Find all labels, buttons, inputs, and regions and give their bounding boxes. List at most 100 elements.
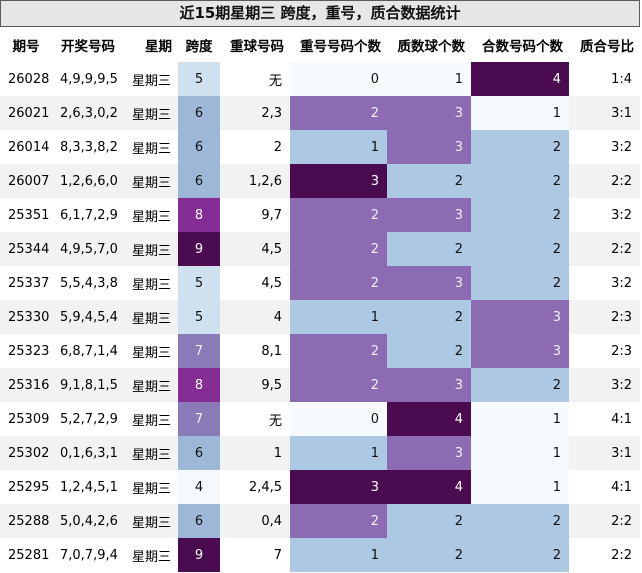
cell-issue: 25309	[8, 411, 50, 427]
table-row: 26021 2,6,3,0,2 星期三 6 2,3 2 3 1 3:1	[0, 96, 640, 130]
sheet-title: 近15期星期三 跨度，重号，质合数据统计	[0, 0, 640, 27]
cell-numbers: 4,9,9,9,5	[60, 71, 118, 87]
cell-repeat: 2	[273, 139, 282, 155]
cell-issue: 26021	[0, 96, 52, 130]
cell-repeat-count: 1	[290, 300, 387, 334]
cell-issue: 25330	[0, 300, 52, 334]
cell-span: 6	[178, 504, 220, 538]
cell-prime-count: 4	[387, 402, 471, 436]
cell-repeat: 1,2,6	[220, 164, 290, 198]
cell-span: 5	[178, 300, 220, 334]
cell-span: 4	[178, 470, 220, 504]
table-row: 25316 9,1,8,1,5 星期三 8 9,5 2 3 2 3:2	[0, 368, 640, 402]
cell-issue: 25351	[8, 207, 50, 223]
cell-composite-count: 2	[471, 164, 569, 198]
cell-ratio: 3:2	[611, 275, 632, 291]
cell-composite-count: 2	[471, 198, 569, 232]
table-row: 25309 5,2,7,2,9 星期三 7 无 0 4 1 4:1	[0, 402, 640, 436]
cell-ratio: 2:3	[569, 300, 640, 334]
cell-prime-count: 2	[387, 232, 471, 266]
cell-numbers: 2,6,3,0,2	[52, 96, 124, 130]
cell-issue: 25316	[0, 368, 52, 402]
table-row: 25281 7,0,7,9,4 星期三 9 7 1 2 2 2:2	[0, 538, 640, 572]
cell-numbers: 0,1,6,3,1	[52, 436, 124, 470]
cell-numbers: 9,1,8,1,5	[52, 368, 124, 402]
header-prime-count: 质数球个数	[387, 28, 471, 62]
cell-prime-count: 3	[387, 266, 471, 300]
cell-weekday: 星期三	[124, 164, 178, 198]
cell-span: 8	[178, 198, 220, 232]
cell-repeat: 0,4	[220, 504, 290, 538]
table-row: 25330 5,9,4,5,4 星期三 5 4 1 2 3 2:3	[0, 300, 640, 334]
cell-ratio: 4:1	[611, 479, 632, 495]
cell-span: 8	[178, 368, 220, 402]
cell-prime-count: 3	[387, 198, 471, 232]
cell-repeat-count: 2	[290, 504, 387, 538]
stats-table: 期号 开奖号码 星期 跨度 重球号码 重号号码个数 质数球个数 合数号码个数 质…	[0, 28, 640, 572]
cell-weekday: 星期三	[124, 300, 178, 334]
table-row: 26014 8,3,3,8,2 星期三 6 2 1 3 2 3:2	[0, 130, 640, 164]
cell-weekday: 星期三	[124, 232, 178, 266]
cell-prime-count: 2	[387, 334, 471, 368]
cell-numbers: 8,3,3,8,2	[60, 139, 118, 155]
cell-issue: 26014	[8, 139, 50, 155]
table-row: 25351 6,1,7,2,9 星期三 8 9,7 2 3 2 3:2	[0, 198, 640, 232]
cell-repeat-count: 0	[290, 62, 387, 96]
cell-numbers: 1,2,6,6,0	[52, 164, 124, 198]
cell-ratio: 3:1	[569, 436, 640, 470]
cell-repeat: 9,5	[220, 368, 290, 402]
header-repeat-count: 重号号码个数	[290, 28, 387, 62]
table-row: 25323 6,8,7,1,4 星期三 7 8,1 2 2 3 2:3	[0, 334, 640, 368]
cell-prime-count: 4	[387, 470, 471, 504]
cell-composite-count: 4	[471, 62, 569, 96]
cell-numbers: 5,9,4,5,4	[52, 300, 124, 334]
cell-span: 6	[178, 96, 220, 130]
cell-repeat: 2,4,5	[248, 479, 282, 495]
cell-issue: 26007	[0, 164, 52, 198]
cell-repeat: 8,1	[261, 343, 282, 359]
cell-repeat: 1	[220, 436, 290, 470]
cell-span: 7	[178, 334, 220, 368]
cell-repeat-count: 2	[290, 368, 387, 402]
cell-ratio: 3:2	[569, 368, 640, 402]
cell-composite-count: 3	[471, 300, 569, 334]
cell-span: 5	[178, 266, 220, 300]
cell-repeat-count: 1	[290, 538, 387, 572]
table-body: 26028 4,9,9,9,5 星期三 5 无 0 1 4 1:4 26021 2,6,3,0,2 星…	[0, 62, 640, 572]
cell-repeat: 4	[220, 300, 290, 334]
cell-issue: 25302	[0, 436, 52, 470]
cell-span: 6	[178, 130, 220, 164]
header-issue: 期号	[0, 28, 52, 62]
cell-composite-count: 1	[471, 402, 569, 436]
cell-repeat: 无	[268, 73, 282, 89]
cell-repeat-count: 2	[290, 232, 387, 266]
cell-weekday: 星期三	[132, 73, 172, 89]
cell-weekday: 星期三	[132, 209, 172, 225]
cell-repeat-count: 2	[290, 266, 387, 300]
cell-composite-count: 2	[471, 266, 569, 300]
cell-composite-count: 1	[471, 470, 569, 504]
cell-repeat-count: 3	[290, 164, 387, 198]
header-weekday: 星期	[124, 28, 178, 62]
cell-repeat: 7	[273, 547, 282, 563]
cell-issue: 26028	[8, 71, 50, 87]
cell-composite-count: 3	[471, 334, 569, 368]
cell-weekday: 星期三	[132, 277, 172, 293]
cell-span: 6	[178, 164, 220, 198]
cell-composite-count: 2	[471, 232, 569, 266]
cell-ratio: 2:2	[569, 164, 640, 198]
table-row: 25337 5,5,4,3,8 星期三 5 4,5 2 3 2 3:2	[0, 266, 640, 300]
cell-prime-count: 3	[387, 368, 471, 402]
header-repeat: 重球号码	[220, 28, 290, 62]
cell-numbers: 1,2,4,5,1	[60, 479, 118, 495]
cell-weekday: 星期三	[124, 96, 178, 130]
cell-weekday: 星期三	[132, 549, 172, 565]
cell-numbers: 5,0,4,2,6	[52, 504, 124, 538]
cell-span: 9	[178, 232, 220, 266]
cell-span: 5	[178, 62, 220, 96]
cell-numbers: 6,8,7,1,4	[60, 343, 118, 359]
cell-numbers: 4,9,5,7,0	[52, 232, 124, 266]
table-row: 25344 4,9,5,7,0 星期三 9 4,5 2 2 2 2:2	[0, 232, 640, 266]
cell-ratio: 3:2	[611, 207, 632, 223]
cell-composite-count: 1	[471, 96, 569, 130]
